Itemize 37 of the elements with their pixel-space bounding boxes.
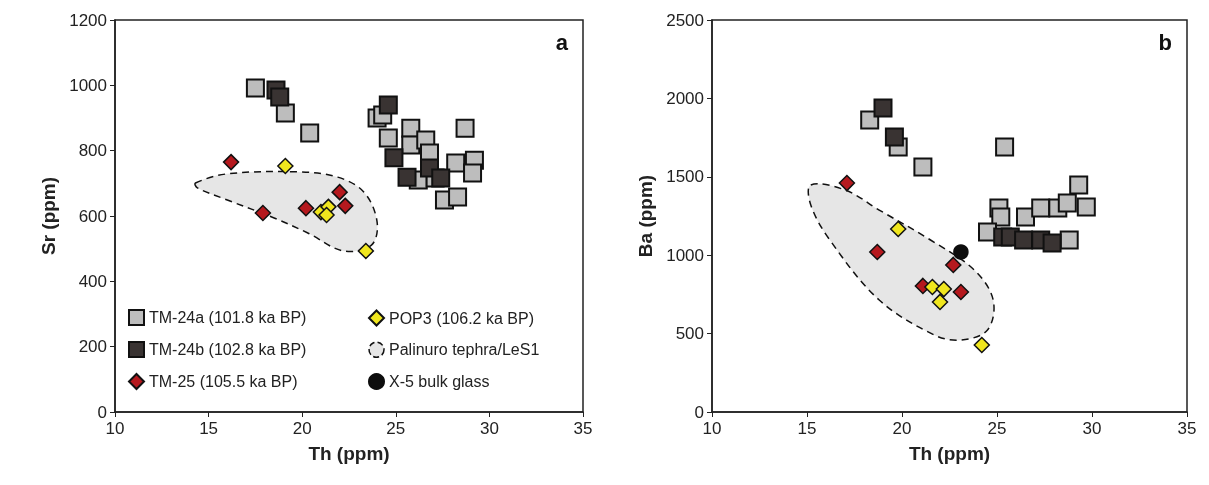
y-tick-label: 2500 [666,10,704,30]
y-tick-label: 800 [78,141,107,161]
y-tick-label: 200 [78,337,107,357]
legend-label: X-5 bulk glass [389,373,490,390]
x-tick-label: 10 [702,419,722,438]
x-tick-label: 35 [1177,419,1197,438]
y-axis-title: Sr (ppm) [38,176,60,256]
y-tick-label: 2000 [666,88,704,108]
x-tick-label: 25 [386,419,406,438]
y-tick-label: 500 [675,324,704,344]
x-tick-label: 35 [573,419,593,438]
x-tick-label: 30 [479,419,499,438]
legend-label: TM-24a (101.8 ka BP) [149,309,307,326]
legend-label: TM-24b (102.8 ka BP) [149,341,307,358]
y-tick-label: 1000 [666,245,704,265]
y-tick-label: 1500 [666,167,704,187]
legend-label: POP3 (106.2 ka BP) [389,309,534,327]
x-axis-title: Th (ppm) [908,443,991,464]
y-tick-label: 400 [78,271,107,291]
chart-title: b [1158,29,1173,55]
legend-label: TM-25 (105.5 ka BP) [149,373,298,390]
legend-label: Palinuro tephra/LeS1 [389,341,540,359]
x-tick-label: 15 [797,419,817,438]
y-tick-label: 600 [78,206,107,226]
x-tick-label: 20 [292,419,312,438]
x-tick-label: 25 [987,419,1007,438]
y-axis-title: Ba (ppm) [635,174,657,258]
y-tick-label: 1200 [69,10,107,30]
y-tick-label: 0 [694,402,704,422]
chart-title: a [555,29,569,55]
x-tick-label: 30 [1082,419,1102,438]
y-tick-label: 1000 [69,75,107,95]
y-tick-label: 0 [97,402,107,422]
x-tick-label: 10 [105,419,125,438]
x-tick-label: 15 [199,419,219,438]
x-tick-label: 20 [892,419,912,438]
x-axis-title: Th (ppm) [308,443,390,464]
